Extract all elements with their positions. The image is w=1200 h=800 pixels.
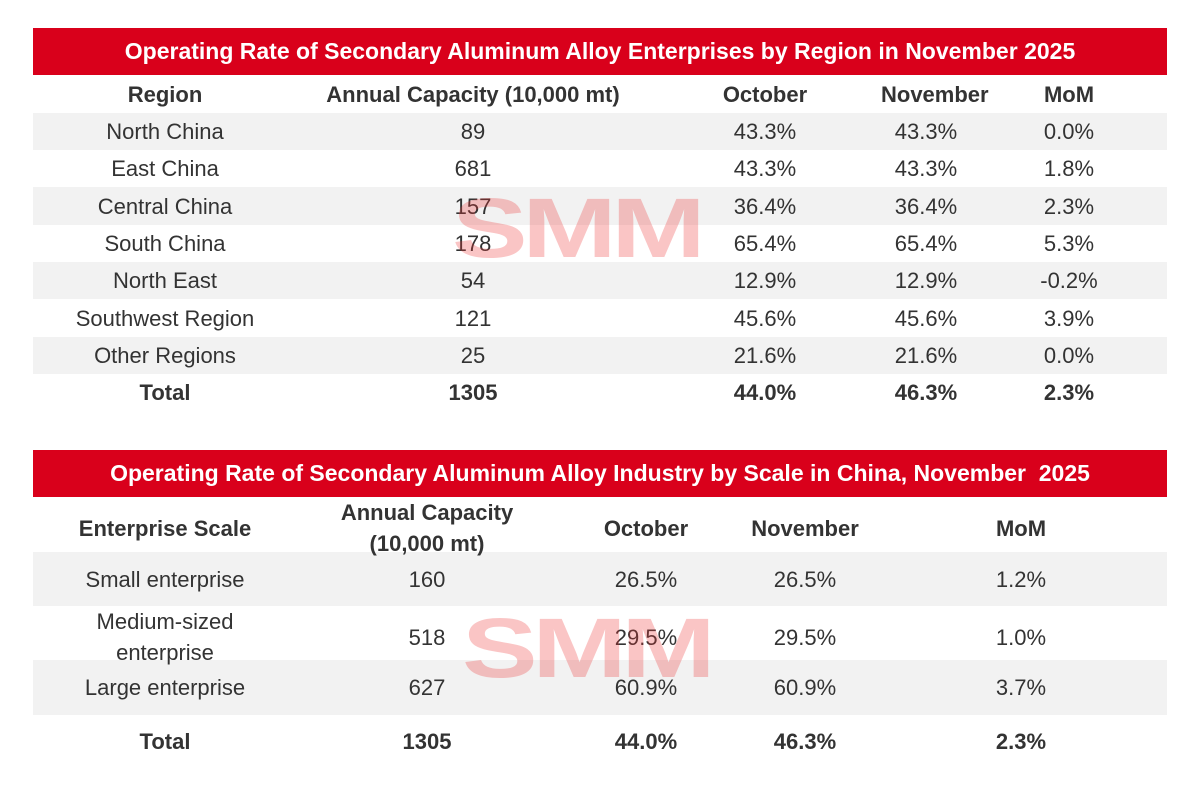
october-cell: 43.3%: [733, 156, 797, 181]
capacity-cell: 627: [408, 675, 446, 700]
column-header: November: [751, 515, 859, 541]
label-cell: East China: [111, 156, 219, 181]
november-cell: 60.9%: [773, 675, 837, 700]
scale-operating-rate-table: Operating Rate of Secondary Aluminum All…: [33, 450, 1167, 768]
october-cell: 60.9%: [614, 675, 678, 700]
table-row: Other Regions 25 21.6% 21.6% 0.0%: [33, 337, 1167, 374]
column-header: November: [881, 81, 989, 107]
header-row: Region Annual Capacity (10,000 mt) October…: [33, 75, 1167, 113]
november-cell: 45.6%: [894, 305, 958, 331]
region-operating-rate-table: Operating Rate of Secondary Aluminum All…: [33, 28, 1167, 410]
capacity-cell: 160: [408, 566, 446, 592]
october-cell: 44.0%: [733, 379, 797, 405]
column-header: October: [722, 81, 808, 107]
capacity-cell: 1305: [448, 379, 498, 405]
column-header: MoM: [995, 515, 1047, 541]
october-cell: 21.6%: [733, 343, 797, 368]
total-row: Total 1305 44.0% 46.3% 2.3%: [33, 715, 1167, 768]
november-cell: 12.9%: [894, 268, 958, 293]
november-cell: 43.3%: [894, 156, 958, 181]
october-cell: 44.0%: [614, 729, 678, 754]
column-header: MoM: [1043, 81, 1095, 107]
table-row: Central China 157 36.4% 36.4% 2.3%: [33, 187, 1167, 225]
table-title: Operating Rate of Secondary Aluminum All…: [33, 28, 1167, 75]
november-cell: 43.3%: [894, 119, 958, 144]
header-row: Enterprise Scale Annual Capacity (10,000 …: [33, 497, 1167, 556]
label-cell: Medium-sized enterprise: [96, 609, 234, 665]
label-cell: North China: [106, 119, 224, 144]
label-cell: Southwest Region: [75, 305, 255, 331]
mom-cell: -0.2%: [1040, 268, 1098, 293]
label-cell: Total: [139, 729, 191, 754]
october-cell: 36.4%: [733, 193, 797, 219]
november-cell: 26.5%: [773, 566, 837, 592]
total-row: Total 1305 44.0% 46.3% 2.3%: [33, 374, 1167, 410]
mom-cell: 1.0%: [995, 624, 1047, 650]
capacity-cell: 54: [460, 268, 486, 293]
october-cell: 12.9%: [733, 268, 797, 293]
capacity-cell: 25: [460, 343, 486, 368]
november-cell: 21.6%: [894, 343, 958, 368]
column-header: Region: [127, 81, 203, 107]
mom-cell: 3.7%: [995, 675, 1047, 700]
label-cell: Central China: [97, 193, 233, 219]
mom-cell: 3.9%: [1043, 305, 1095, 331]
table-row: North East 54 12.9% 12.9% -0.2%: [33, 262, 1167, 299]
october-cell: 65.4%: [733, 231, 797, 256]
mom-cell: 0.0%: [1043, 119, 1095, 144]
label-cell: Total: [139, 379, 191, 405]
november-cell: 46.3%: [773, 729, 837, 754]
mom-cell: 2.3%: [1043, 193, 1095, 219]
november-cell: 65.4%: [894, 231, 958, 256]
table-row: North China 89 43.3% 43.3% 0.0%: [33, 113, 1167, 150]
table-row: Medium-sized enterprise 518 29.5% 29.5% 1.0%: [33, 606, 1167, 665]
label-cell: North East: [113, 268, 217, 293]
october-cell: 45.6%: [733, 305, 797, 331]
capacity-cell: 89: [460, 119, 486, 144]
capacity-cell: 121: [454, 305, 492, 331]
label-cell: Large enterprise: [84, 675, 246, 700]
capacity-cell: 178: [454, 231, 492, 256]
mom-cell: 2.3%: [1043, 379, 1095, 405]
column-header: Annual Capacity (10,000 mt): [340, 500, 514, 556]
column-header: Enterprise Scale: [78, 515, 252, 541]
mom-cell: 0.0%: [1043, 343, 1095, 368]
column-header: October: [603, 515, 689, 541]
label-cell: South China: [104, 231, 226, 256]
table-row: Small enterprise 160 26.5% 26.5% 1.2%: [33, 552, 1167, 606]
november-cell: 29.5%: [773, 624, 837, 650]
october-cell: 29.5%: [614, 624, 678, 650]
table-row: South China 178 65.4% 65.4% 5.3%: [33, 225, 1167, 262]
mom-cell: 2.3%: [995, 729, 1047, 754]
label-cell: Other Regions: [94, 343, 236, 368]
capacity-cell: 157: [454, 193, 492, 219]
label-cell: Small enterprise: [85, 566, 245, 592]
table-row: Southwest Region 121 45.6% 45.6% 3.9%: [33, 299, 1167, 337]
capacity-cell: 1305: [402, 729, 452, 754]
october-cell: 43.3%: [733, 119, 797, 144]
mom-cell: 5.3%: [1043, 231, 1095, 256]
table-row: Large enterprise 627 60.9% 60.9% 3.7%: [33, 660, 1167, 715]
column-header: Annual Capacity (10,000 mt): [326, 81, 620, 107]
mom-cell: 1.8%: [1043, 156, 1095, 181]
table-title: Operating Rate of Secondary Aluminum All…: [33, 450, 1167, 497]
mom-cell: 1.2%: [995, 566, 1047, 592]
october-cell: 26.5%: [614, 566, 678, 592]
capacity-cell: 681: [454, 156, 492, 181]
table-row: East China 681 43.3% 43.3% 1.8%: [33, 150, 1167, 187]
november-cell: 36.4%: [894, 193, 958, 219]
november-cell: 46.3%: [894, 379, 958, 405]
capacity-cell: 518: [408, 624, 446, 650]
